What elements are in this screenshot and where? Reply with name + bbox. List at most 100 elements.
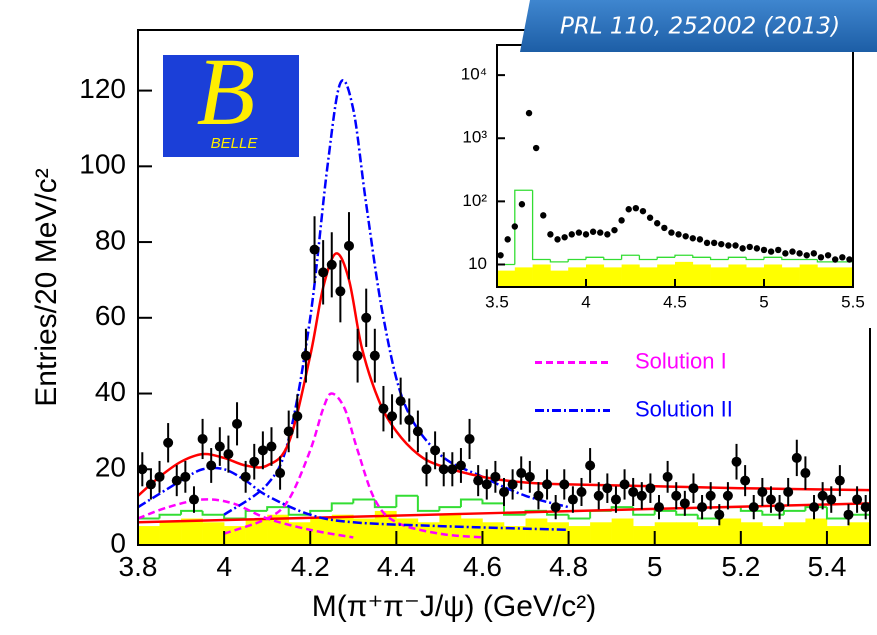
data-point	[163, 437, 174, 448]
histogram-bar	[692, 264, 711, 287]
histogram-step	[692, 255, 711, 258]
data-point	[559, 479, 570, 490]
histogram-bar	[740, 522, 763, 545]
histogram-bar	[497, 270, 516, 287]
data-point	[602, 483, 613, 494]
data-point	[800, 468, 811, 479]
data-point	[597, 229, 604, 236]
data-point	[206, 460, 217, 471]
histogram-bar	[697, 526, 720, 545]
histogram-bar	[417, 522, 440, 545]
data-point	[145, 479, 156, 490]
data-point	[232, 418, 243, 429]
data-point	[675, 231, 682, 238]
data-point	[625, 206, 632, 213]
histogram-bar	[676, 522, 699, 545]
data-point	[710, 239, 718, 247]
histogram-bar	[532, 264, 551, 287]
data-point	[757, 486, 768, 497]
data-point	[646, 214, 654, 221]
data-point	[739, 245, 746, 252]
data-point	[760, 246, 768, 254]
data-point	[361, 312, 372, 323]
histogram-step	[138, 517, 160, 545]
data-point	[257, 445, 268, 456]
data-point	[589, 228, 597, 235]
x-tick-label: 4.5	[663, 293, 687, 312]
data-point	[824, 252, 832, 259]
data-point	[550, 502, 561, 513]
data-point	[421, 464, 432, 475]
histogram-step	[395, 494, 418, 508]
data-point	[516, 468, 527, 479]
histogram-step	[158, 513, 182, 519]
histogram-bar	[764, 264, 783, 287]
histogram-bar	[762, 526, 785, 545]
data-point	[809, 502, 820, 513]
data-point	[619, 479, 630, 490]
data-point	[547, 231, 554, 238]
histogram-bar	[603, 267, 622, 287]
data-point	[561, 234, 568, 241]
x-tick-label: 5.5	[841, 293, 865, 312]
x-tick-label: 3.8	[119, 551, 158, 582]
banner-box	[520, 0, 877, 52]
histogram-step	[497, 263, 515, 287]
data-point	[197, 433, 208, 444]
data-point	[507, 479, 518, 490]
data-point	[748, 502, 759, 513]
histogram-bar	[590, 522, 612, 545]
data-point	[283, 426, 294, 437]
histogram-bar	[288, 522, 311, 545]
data-point	[852, 494, 863, 505]
data-point	[826, 494, 837, 505]
histogram-step	[567, 514, 591, 520]
y-tick-label: 10³	[462, 128, 487, 147]
data-point	[335, 286, 346, 297]
data-point	[753, 245, 761, 252]
data-point	[395, 396, 406, 407]
data-point	[618, 217, 625, 224]
data-point	[490, 471, 501, 482]
data-point	[740, 475, 751, 486]
inset-plot: 3.5 4 4.5 5 5.5 10 10² 10³ 10⁴	[461, 44, 865, 312]
data-point	[525, 109, 533, 117]
x-axis-title: M(π⁺π⁻J/ψ) (GeV/c²)	[312, 590, 596, 623]
data-point	[732, 242, 739, 249]
y-tick-label: 100	[79, 149, 126, 180]
data-point	[671, 490, 682, 501]
histogram-step	[709, 257, 729, 261]
histogram-step	[481, 499, 504, 505]
histogram-step	[745, 257, 764, 261]
data-point	[718, 240, 725, 248]
data-point	[309, 244, 320, 255]
data-point	[473, 475, 484, 486]
histogram-step	[503, 503, 526, 516]
histogram-step	[287, 507, 311, 516]
data-point	[689, 235, 696, 242]
x-tick-label: 3.5	[485, 293, 509, 312]
data-point	[533, 490, 544, 501]
data-point	[803, 252, 810, 259]
data-point	[343, 240, 354, 251]
histogram-step	[804, 506, 827, 511]
histogram-bar	[746, 267, 765, 287]
fit-curve	[138, 498, 354, 539]
histogram-step	[459, 498, 483, 508]
data-point	[455, 460, 466, 471]
data-point	[636, 490, 647, 501]
histogram-bar	[586, 264, 605, 287]
histogram-step	[761, 510, 784, 516]
x-tick-label: 5	[759, 293, 768, 312]
data-point	[783, 486, 794, 497]
data-point	[318, 267, 329, 278]
data-point	[697, 502, 708, 513]
histogram-bar	[611, 518, 634, 545]
data-point	[567, 494, 578, 505]
histogram-step	[244, 509, 268, 519]
data-point	[775, 246, 782, 254]
data-point	[789, 248, 796, 255]
histogram-step	[675, 510, 698, 516]
histogram-bar	[396, 518, 419, 545]
data-point	[497, 252, 504, 259]
